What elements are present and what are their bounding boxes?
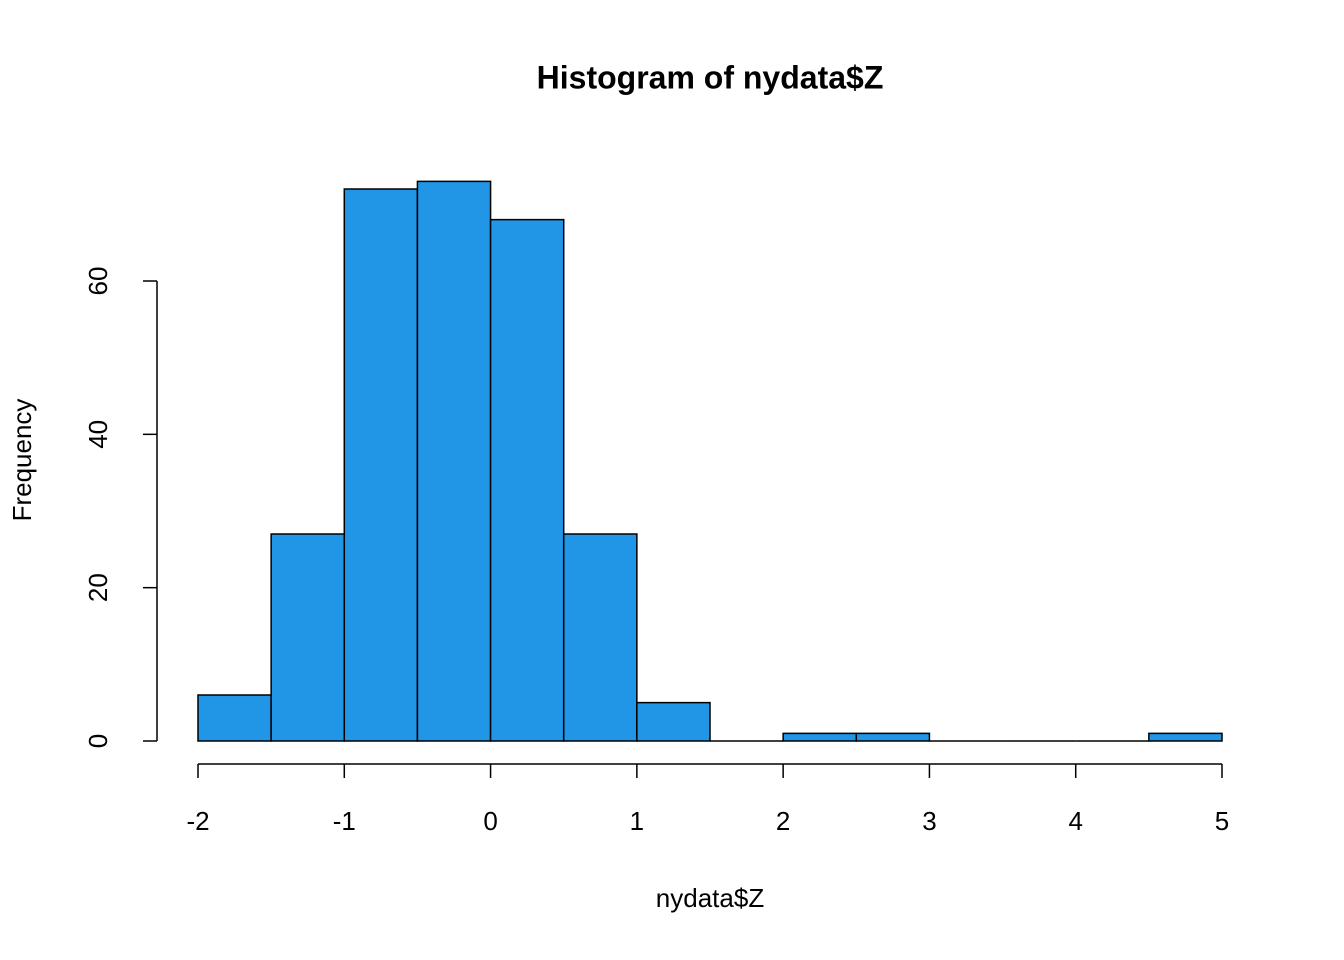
x-tick-label: 5	[1215, 806, 1229, 836]
y-tick-label: 60	[83, 267, 113, 296]
x-tick-label: 2	[776, 806, 790, 836]
x-tick-label: 4	[1068, 806, 1082, 836]
x-tick-label: 1	[630, 806, 644, 836]
bar	[270, 533, 346, 742]
x-tick-label: -2	[186, 806, 209, 836]
bar	[416, 180, 492, 742]
y-tick-label: 20	[83, 573, 113, 602]
chart-title: Histogram of nydata$Z	[537, 59, 884, 95]
bar	[343, 188, 419, 742]
bar	[489, 218, 565, 742]
bar	[197, 694, 272, 742]
y-tick-label: 40	[83, 420, 113, 449]
bar	[782, 732, 858, 742]
x-tick-label: 0	[483, 806, 497, 836]
y-tick-label: 0	[83, 734, 113, 748]
bar	[562, 533, 638, 742]
bar	[855, 732, 931, 742]
bar	[636, 701, 711, 742]
bar	[1148, 732, 1223, 742]
y-axis-label: Frequency	[7, 399, 37, 522]
x-tick-label: 3	[922, 806, 936, 836]
x-axis-label: nydata$Z	[656, 883, 765, 913]
x-tick-label: -1	[333, 806, 356, 836]
